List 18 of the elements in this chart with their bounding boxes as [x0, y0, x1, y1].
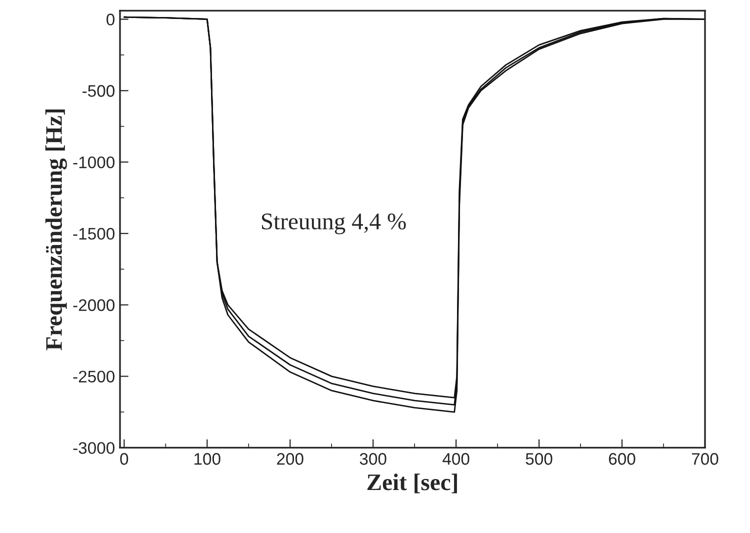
- y-tick-label: 0: [106, 14, 114, 26]
- x-tick-label: 700: [692, 453, 718, 465]
- y-tick-label: -1000: [73, 156, 114, 168]
- x-tick-label: 200: [277, 453, 304, 465]
- y-tick-label: -3000: [73, 442, 114, 454]
- annotation: Streuung 4,4 %: [262, 213, 406, 234]
- x-tick-label: 100: [194, 453, 220, 465]
- x-axis-title: Zeit [sec]: [367, 474, 457, 494]
- x-tick-label: 300: [360, 453, 386, 465]
- x-tick-label: 0: [120, 453, 128, 465]
- y-tick-label: -2500: [73, 370, 114, 383]
- y-axis-title: Frequenzänderung [Hz]: [45, 109, 67, 350]
- x-tick-label: 400: [442, 453, 470, 465]
- y-tick-label: -500: [82, 85, 114, 97]
- x-tick-label: 600: [608, 453, 636, 465]
- y-tick-label: -1500: [73, 228, 114, 240]
- x-tick-label: 500: [526, 453, 552, 465]
- y-tick-label: -2000: [73, 299, 114, 312]
